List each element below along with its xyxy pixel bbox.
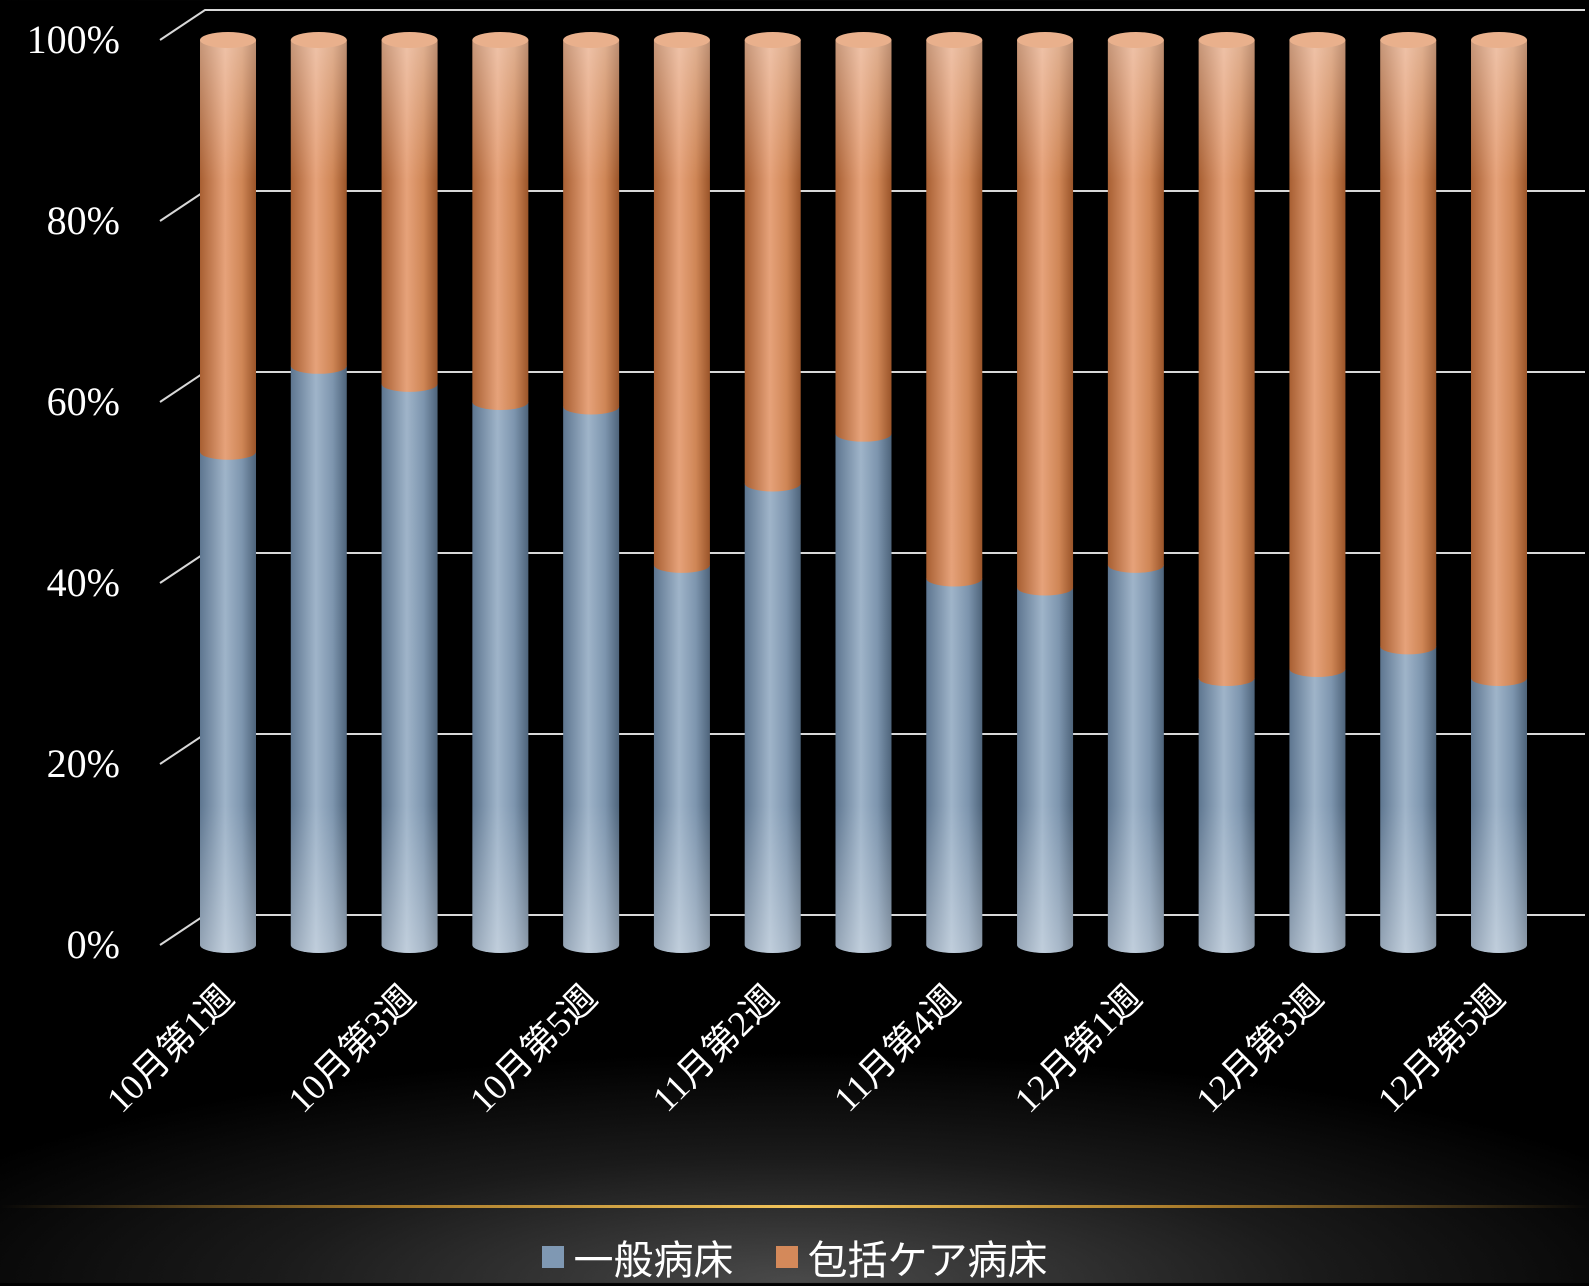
x-tick-label: 11月第4週 [826, 977, 968, 1119]
legend-swatch-care [775, 1246, 798, 1268]
gridline [159, 9, 1585, 41]
x-tick-label: 10月第5週 [462, 977, 605, 1120]
legend-item-care: 包括ケア病床 [775, 1228, 1048, 1286]
bar-care [1471, 40, 1527, 687]
bar-stack [472, 32, 529, 953]
bar-highlight [381, 805, 438, 953]
bar-top-cap [1017, 32, 1074, 48]
bar-highlight [1471, 805, 1527, 953]
bar-stack [926, 32, 983, 953]
y-tick-label: 80% [47, 198, 120, 243]
bar-highlight [1380, 40, 1437, 180]
bar-stack [744, 32, 801, 953]
bar-stack [1289, 32, 1346, 953]
bar-highlight [1017, 40, 1074, 180]
divider-line [0, 1205, 1589, 1208]
bar-stack [381, 32, 438, 953]
bar-highlight [1107, 805, 1164, 953]
y-tick-label: 40% [47, 560, 120, 605]
bar-highlight [1198, 805, 1255, 953]
bar-stack [290, 32, 347, 953]
bar-stack [1017, 32, 1074, 953]
bar-highlight [1380, 805, 1437, 953]
bar-top-cap [744, 32, 801, 48]
x-tick-label: 11月第2週 [644, 977, 786, 1119]
x-tick-label: 12月第1週 [1007, 977, 1150, 1120]
bar-highlight [926, 40, 983, 180]
bar-top-cap [1107, 32, 1164, 48]
x-axis: 10月第1週 10月第3週 10月第5週 11月第2週 11月第4週 12月第1週 12月第… [99, 977, 1513, 1120]
bar-stack [1471, 32, 1527, 953]
bar-highlight [290, 805, 347, 953]
bar-highlight [653, 805, 710, 953]
legend: 一般病床 包括ケア病床 [0, 1228, 1589, 1286]
bar-top-cap [653, 32, 710, 48]
bar-highlight [563, 805, 620, 953]
bar-care [1380, 40, 1437, 655]
bar-top-cap [290, 32, 347, 48]
bar-highlight [200, 40, 256, 180]
bar-stack [200, 32, 256, 953]
bar-highlight [472, 805, 529, 953]
bars [200, 32, 1527, 953]
bar-highlight [1017, 805, 1074, 953]
bar-stack [563, 32, 620, 953]
bar-highlight [744, 805, 801, 953]
bar-care [1198, 40, 1255, 687]
y-tick-label: 60% [47, 379, 120, 424]
x-tick-label: 12月第5週 [1370, 977, 1513, 1120]
bar-top-cap [472, 32, 529, 48]
bar-stack [653, 32, 710, 953]
y-tick-label: 100% [27, 17, 120, 62]
y-tick-label: 0% [67, 922, 120, 967]
x-tick-label: 12月第3週 [1188, 977, 1331, 1120]
legend-swatch-general [541, 1246, 564, 1268]
bar-highlight [1289, 805, 1346, 953]
bar-top-cap [926, 32, 983, 48]
legend-label-general: 一般病床 [573, 1238, 734, 1284]
bar-highlight [200, 805, 256, 953]
bar-highlight [835, 805, 892, 953]
legend-label-care: 包括ケア病床 [807, 1238, 1048, 1284]
bar-top-cap [1380, 32, 1437, 48]
x-tick-label: 10月第3週 [280, 977, 423, 1120]
bar-stack [1380, 32, 1437, 953]
bar-top-cap [1289, 32, 1346, 48]
bar-highlight [653, 40, 710, 180]
bar-highlight [381, 40, 438, 180]
bar-highlight [1289, 40, 1346, 180]
bar-highlight [1471, 40, 1527, 180]
bar-highlight [835, 40, 892, 180]
legend-item-general: 一般病床 [541, 1228, 734, 1286]
bar-top-cap [835, 32, 892, 48]
bar-highlight [926, 805, 983, 953]
bar-care [1289, 40, 1346, 677]
bar-top-cap [200, 32, 256, 48]
y-tick-label: 20% [47, 741, 120, 786]
bar-highlight [290, 40, 347, 180]
bar-stack [835, 32, 892, 953]
bar-highlight [472, 40, 529, 180]
bar-top-cap [1198, 32, 1255, 48]
bar-top-cap [563, 32, 620, 48]
bar-stack [1198, 32, 1255, 953]
stacked-percent-bar-chart: 0% 20% 40% 60% 80% 100% 10月第1週 10月第3週 10月第5週 11月… [27, 9, 1585, 1120]
bar-top-cap [1471, 32, 1527, 48]
bar-highlight [563, 40, 620, 180]
y-axis: 0% 20% 40% 60% 80% 100% [27, 17, 120, 967]
bar-highlight [1198, 40, 1255, 180]
bar-highlight [744, 40, 801, 180]
bar-top-cap [381, 32, 438, 48]
bar-stack [1107, 32, 1164, 953]
x-tick-label: 10月第1週 [99, 977, 242, 1120]
bar-highlight [1107, 40, 1164, 180]
